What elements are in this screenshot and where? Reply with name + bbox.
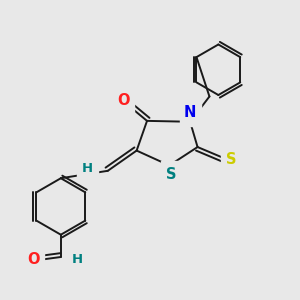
Text: O: O — [27, 253, 39, 268]
Text: S: S — [167, 167, 177, 182]
Text: H: H — [72, 254, 83, 266]
Text: N: N — [184, 105, 196, 120]
Text: H: H — [82, 162, 93, 175]
Text: O: O — [117, 93, 130, 108]
Text: S: S — [226, 152, 236, 167]
